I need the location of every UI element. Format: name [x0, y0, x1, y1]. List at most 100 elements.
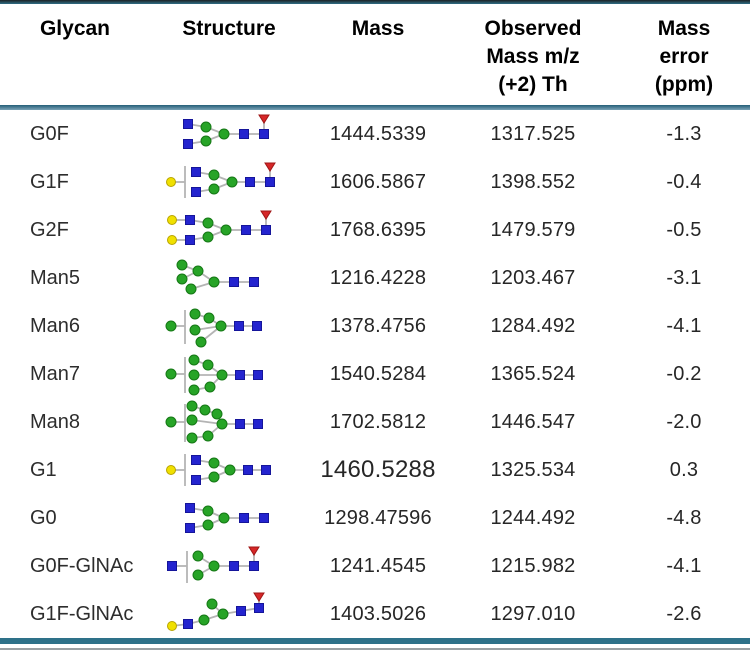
- blue-square-icon: [254, 603, 264, 613]
- glycan-name: G2F: [30, 218, 69, 241]
- green-circle-icon: [208, 276, 220, 288]
- green-circle-icon: [202, 359, 214, 371]
- observed-mass-value: 1365.524: [490, 362, 576, 385]
- blue-square-icon: [167, 561, 177, 571]
- mass-error-value: -1.3: [666, 122, 702, 145]
- observed-mass-value: 1479.579: [490, 218, 576, 241]
- mass-error-value: 0.3: [669, 458, 699, 481]
- blue-square-icon: [261, 465, 271, 475]
- mass-value: 1378.4756: [329, 314, 427, 337]
- green-circle-icon: [200, 135, 212, 147]
- observed-mass-value: 1215.982: [490, 554, 576, 577]
- blue-square-icon: [259, 129, 269, 139]
- glycan-name: G1: [30, 458, 57, 481]
- mass-value: 1606.5867: [329, 170, 427, 193]
- mass-value: 1540.5284: [329, 362, 427, 385]
- red-triangle-icon: [258, 114, 270, 124]
- glycan-name: Man7: [30, 362, 81, 385]
- blue-square-icon: [239, 513, 249, 523]
- glycan-structure-icon: [166, 454, 271, 486]
- table-row: Man7 1540.5284 1365.524 -0.2: [0, 350, 750, 398]
- green-circle-icon: [185, 283, 197, 295]
- mass-value: 1460.5288: [320, 456, 436, 483]
- mass-value: 1444.5339: [329, 122, 427, 145]
- green-circle-icon: [204, 381, 216, 393]
- glycan-structure-icon: [185, 503, 269, 533]
- mass-error-value: -0.4: [666, 170, 702, 193]
- glycan-name: G0F: [30, 122, 69, 145]
- glycan-name: Man5: [30, 266, 81, 289]
- blue-square-icon: [253, 419, 263, 429]
- observed-mass-value: 1203.467: [490, 266, 576, 289]
- yellow-circle-icon: [167, 215, 177, 225]
- blue-square-icon: [191, 455, 201, 465]
- blue-square-icon: [185, 235, 195, 245]
- green-circle-icon: [202, 519, 214, 531]
- blue-square-icon: [191, 475, 201, 485]
- blue-square-icon: [191, 167, 201, 177]
- blue-square-icon: [183, 119, 193, 129]
- glycan-structure-icon: [176, 259, 259, 295]
- blue-square-icon: [229, 561, 239, 571]
- blue-square-icon: [185, 215, 195, 225]
- observed-mass-value: 1398.552: [490, 170, 576, 193]
- column-header-observed-mass: Observed Mass m/z (+2) Th: [484, 17, 582, 96]
- table-row: G1F-GlNAc 1403.5026 1297.010 -2.6: [0, 590, 750, 638]
- green-circle-icon: [202, 231, 214, 243]
- glycan-structure-icon: [165, 400, 263, 444]
- mass-error-value: -4.1: [666, 554, 702, 577]
- green-circle-icon: [206, 598, 218, 610]
- bottom-border-gap: [0, 644, 750, 648]
- blue-square-icon: [183, 139, 193, 149]
- observed-mass-value: 1244.492: [490, 506, 576, 529]
- green-circle-icon: [192, 265, 204, 277]
- green-circle-icon: [198, 614, 210, 626]
- blue-square-icon: [239, 129, 249, 139]
- glycan-name: Man8: [30, 410, 81, 433]
- green-circle-icon: [176, 273, 188, 285]
- green-circle-icon: [188, 369, 200, 381]
- table-row: G0 1298.47596 1244.492 -4.8: [0, 494, 750, 542]
- blue-square-icon: [252, 321, 262, 331]
- mass-error-value: -2.0: [666, 410, 702, 433]
- glycan-name: G0: [30, 506, 57, 529]
- glycan-structure-icon: [165, 354, 263, 396]
- green-circle-icon: [202, 430, 214, 442]
- green-circle-icon: [199, 404, 211, 416]
- blue-square-icon: [241, 225, 251, 235]
- column-header-structure: Structure: [182, 17, 276, 40]
- column-header-mass: Mass: [351, 17, 405, 40]
- green-circle-icon: [216, 418, 228, 430]
- green-circle-icon: [186, 432, 198, 444]
- yellow-circle-icon: [167, 621, 177, 631]
- green-circle-icon: [224, 464, 236, 476]
- mass-error-value: -0.2: [666, 362, 702, 385]
- blue-square-icon: [229, 277, 239, 287]
- blue-square-icon: [236, 606, 246, 616]
- red-triangle-icon: [248, 546, 260, 556]
- mass-value: 1702.5812: [329, 410, 427, 433]
- blue-square-icon: [185, 503, 195, 513]
- green-circle-icon: [186, 400, 198, 412]
- green-circle-icon: [165, 368, 177, 380]
- green-circle-icon: [189, 308, 201, 320]
- green-circle-icon: [192, 569, 204, 581]
- glycan-structure-icon: [167, 210, 272, 245]
- table-top-border: [0, 0, 750, 4]
- glycan-name: Man6: [30, 314, 81, 337]
- green-circle-icon: [188, 384, 200, 396]
- blue-square-icon: [249, 561, 259, 571]
- glycan-structure-icon: [167, 592, 265, 631]
- column-header-glycan: Glycan: [39, 17, 111, 40]
- green-circle-icon: [200, 121, 212, 133]
- green-circle-icon: [165, 320, 177, 332]
- glycan-structure-icon: [167, 546, 260, 583]
- red-triangle-icon: [253, 592, 265, 602]
- mass-error-value: -3.1: [666, 266, 702, 289]
- glycan-structure-icon: [183, 114, 270, 149]
- glycan-structure-icon: [166, 162, 276, 198]
- yellow-circle-icon: [166, 465, 176, 475]
- observed-mass-value: 1325.534: [490, 458, 576, 481]
- observed-mass-value: 1297.010: [490, 602, 576, 625]
